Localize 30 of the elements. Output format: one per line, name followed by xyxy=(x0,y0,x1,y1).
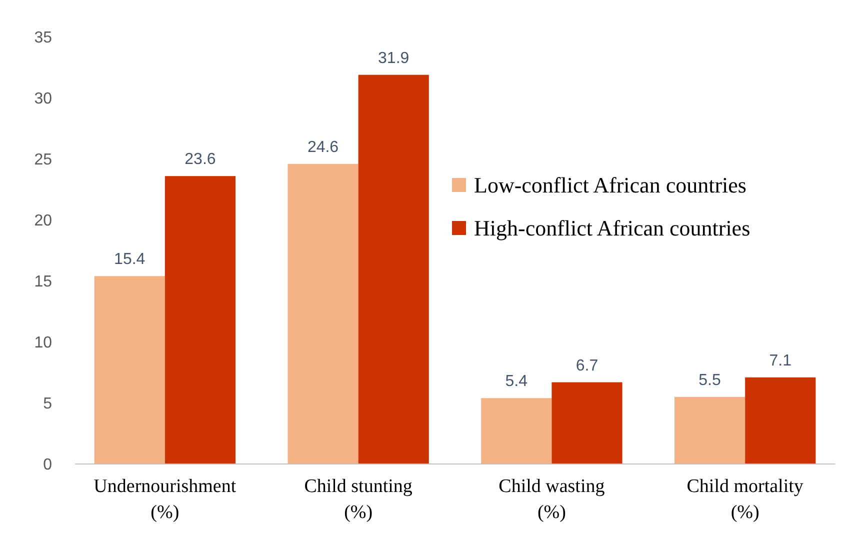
bar xyxy=(674,396,746,464)
bar xyxy=(94,276,165,464)
data-label: 6.7 xyxy=(576,357,598,374)
y-tick-label: 5 xyxy=(43,396,52,413)
legend-label: High-conflict African countries xyxy=(474,216,750,241)
bar xyxy=(745,377,816,464)
bar xyxy=(288,164,358,464)
bar xyxy=(552,382,622,464)
data-label: 23.6 xyxy=(184,151,216,168)
y-tick-label: 35 xyxy=(34,30,52,47)
y-tick-label: 30 xyxy=(34,90,52,108)
x-tick-label: Undernourishment (%) xyxy=(94,476,237,523)
y-tick-label: 20 xyxy=(34,212,52,230)
x-tick-label: Child wasting (%) xyxy=(498,476,606,523)
y-tick-label: 25 xyxy=(34,152,52,169)
y-tick-label: 15 xyxy=(34,274,52,291)
x-tick-label: Child stunting (%) xyxy=(304,476,413,523)
legend-label: Low-conflict African countries xyxy=(474,172,746,198)
y-tick-label: 0 xyxy=(43,456,52,474)
data-label: 7.1 xyxy=(769,352,792,370)
data-label: 31.9 xyxy=(378,50,410,67)
data-label: 15.4 xyxy=(114,251,146,268)
bar xyxy=(481,398,552,464)
bar xyxy=(358,74,429,464)
bar xyxy=(164,176,236,464)
data-label: 5.5 xyxy=(698,372,721,389)
data-label: 24.6 xyxy=(307,138,339,156)
data-label: 5.4 xyxy=(505,373,528,390)
y-tick-label: 10 xyxy=(34,334,52,352)
x-tick-label: Child mortality (%) xyxy=(686,476,804,523)
